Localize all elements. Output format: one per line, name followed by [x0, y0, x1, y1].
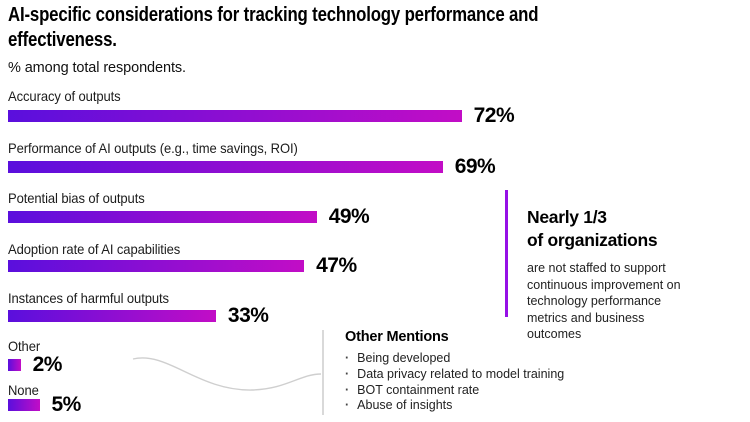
callout-heading-line2: of organizations [527, 230, 658, 250]
bar-value-label: 69% [454, 155, 496, 178]
other-mentions-list: Being developed Data privacy related to … [345, 351, 675, 414]
bar-label: Potential bias of outputs [8, 190, 145, 206]
bar [8, 260, 305, 272]
other-mentions-divider [322, 330, 324, 415]
bar-value-label: 47% [316, 254, 357, 277]
bar [8, 110, 462, 122]
bar [8, 359, 21, 371]
other-mentions-panel: Other Mentions Being developed Data priv… [345, 329, 675, 414]
callout-body: are not staffed to support continuous im… [527, 261, 681, 341]
bar-label: Adoption rate of AI capabilities [8, 241, 181, 257]
connector-curve [132, 357, 322, 391]
bar-value-label: 5% [51, 393, 82, 416]
other-mentions-item: Data privacy related to model training [345, 367, 675, 383]
bar-value-label: 72% [473, 104, 515, 127]
callout-heading-line1: Nearly 1/3 [527, 207, 607, 227]
callout: Nearly 1/3 of organizations are not staf… [527, 206, 712, 343]
chart-subtitle: % among total respondents. [8, 60, 186, 76]
bar-value-label: 2% [32, 353, 63, 376]
bar-label: Accuracy of outputs [8, 88, 121, 104]
callout-accent-line [505, 190, 508, 317]
bar-label: None [8, 382, 39, 398]
bar [8, 211, 317, 223]
bar-label: Instances of harmful outputs [8, 290, 169, 306]
other-mentions-heading: Other Mentions [345, 329, 449, 345]
bar-label: Other [8, 338, 41, 354]
other-mentions-item: BOT containment rate [345, 383, 675, 399]
chart-title: AI-specific considerations for tracking … [8, 4, 539, 51]
bar [8, 399, 40, 411]
other-mentions-item: Being developed [345, 351, 675, 367]
bar [8, 310, 216, 322]
bar-value-label: 49% [328, 205, 370, 228]
other-mentions-item: Abuse of insights [345, 398, 675, 414]
bar [8, 161, 443, 173]
bar-value-label: 33% [227, 304, 269, 327]
bar-label: Performance of AI outputs (e.g., time sa… [8, 140, 298, 156]
